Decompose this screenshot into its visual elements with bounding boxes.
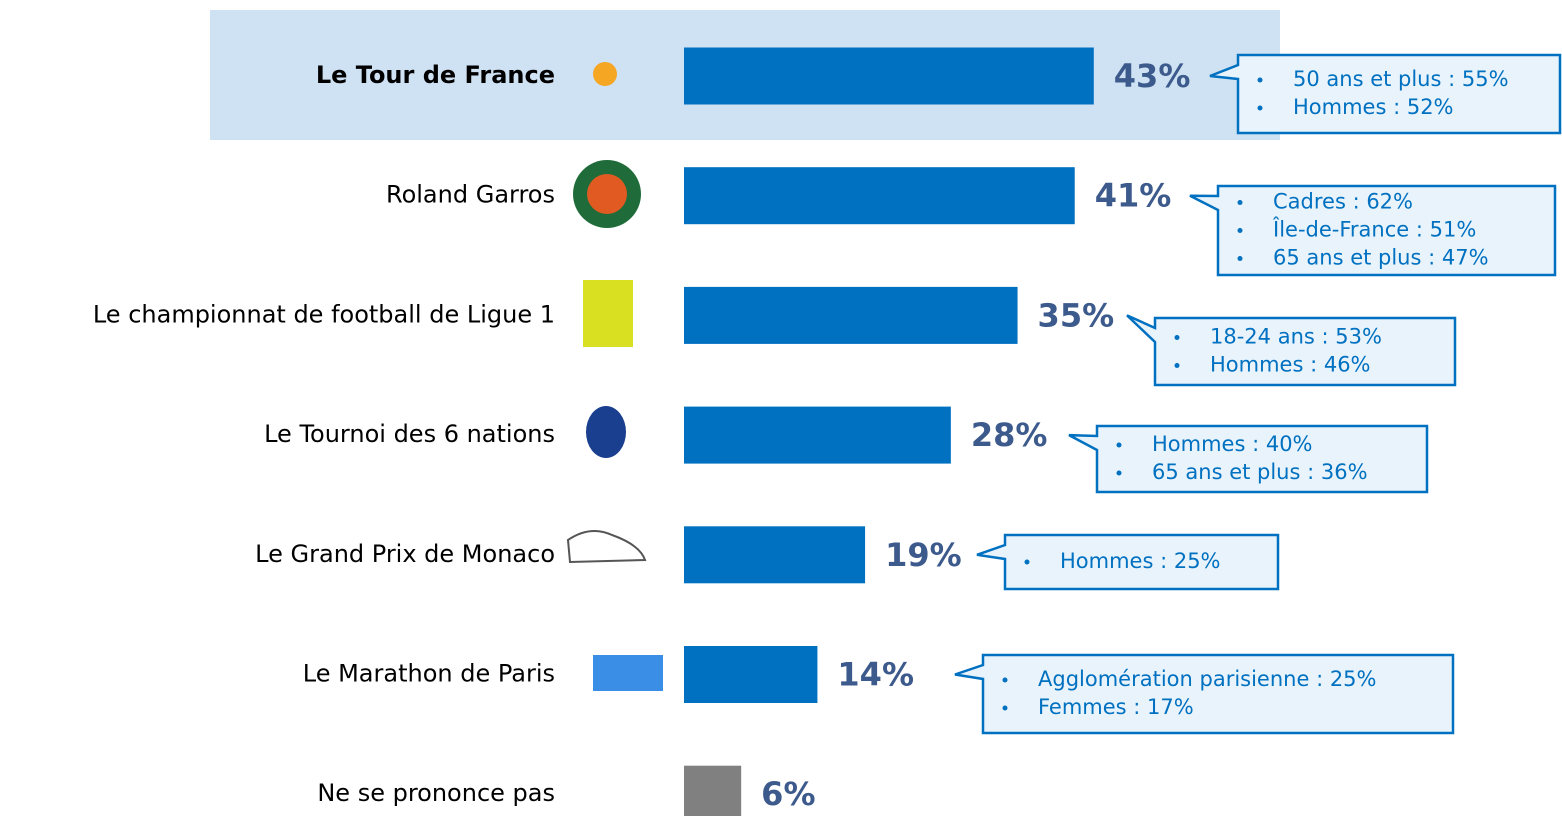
callout-text: 65 ans et plus : 47%: [1273, 246, 1489, 270]
bullet: [1257, 105, 1263, 111]
bullet: [1237, 200, 1243, 205]
callout: [976, 533, 1280, 591]
category-label: Le Tournoi des 6 nations: [264, 420, 555, 448]
bar: [684, 286, 1018, 344]
bar: [684, 47, 1094, 105]
logo: [593, 655, 663, 691]
callout-text: Hommes : 40%: [1152, 432, 1313, 456]
logo: [593, 62, 617, 86]
category-label: Le Marathon de Paris: [303, 660, 555, 688]
callout-text: Femmes : 17%: [1038, 695, 1194, 719]
logos: [566, 62, 663, 691]
bullet: [1024, 559, 1030, 565]
category-label: Le Tour de France: [316, 61, 555, 89]
callout: [1189, 184, 1557, 277]
bullet: [1002, 705, 1008, 711]
value-label: 43%: [1114, 57, 1191, 95]
value-label: 41%: [1095, 177, 1172, 215]
bar: [684, 526, 866, 584]
category-label: Le championnat de football de Ligue 1: [93, 300, 555, 328]
callout: [1209, 53, 1562, 135]
bar: [684, 167, 1075, 225]
bar: [684, 406, 951, 464]
callout-text: Hommes : 46%: [1210, 353, 1371, 377]
bar: [684, 646, 818, 703]
bullet: [1237, 228, 1243, 233]
bullet: [1174, 363, 1180, 368]
category-label: Le Grand Prix de Monaco: [255, 540, 555, 568]
logo: [587, 174, 627, 214]
callout-text: Île-de-France : 51%: [1272, 217, 1476, 242]
callout-text: 18-24 ans : 53%: [1210, 325, 1382, 349]
callout-text: Cadres : 62%: [1273, 190, 1413, 214]
callout: [1068, 424, 1429, 494]
callout-text: Agglomération parisienne : 25%: [1038, 667, 1377, 691]
value-label: 19%: [885, 536, 962, 574]
value-label: 28%: [971, 416, 1048, 454]
category-label: Ne se prononce pas: [317, 779, 555, 807]
value-label: 35%: [1038, 296, 1115, 334]
bullet: [1116, 470, 1122, 476]
bullet: [1116, 442, 1122, 448]
callout-text: 50 ans et plus : 55%: [1293, 67, 1509, 91]
callout: [954, 653, 1455, 735]
bullet: [1257, 77, 1263, 83]
logo: [586, 406, 626, 458]
logo: [566, 530, 647, 564]
callout-text: Hommes : 52%: [1293, 95, 1454, 119]
callout-text: 65 ans et plus : 36%: [1152, 460, 1368, 484]
value-label: 6%: [761, 775, 815, 813]
bullet: [1174, 335, 1180, 340]
bar: [684, 765, 742, 816]
bullet: [1237, 256, 1243, 261]
bullet: [1002, 677, 1008, 683]
callout-text: Hommes : 25%: [1060, 549, 1221, 573]
logo: [583, 280, 633, 347]
category-label: Roland Garros: [386, 181, 555, 209]
value-label: 14%: [837, 656, 914, 694]
callout: [1126, 314, 1457, 387]
